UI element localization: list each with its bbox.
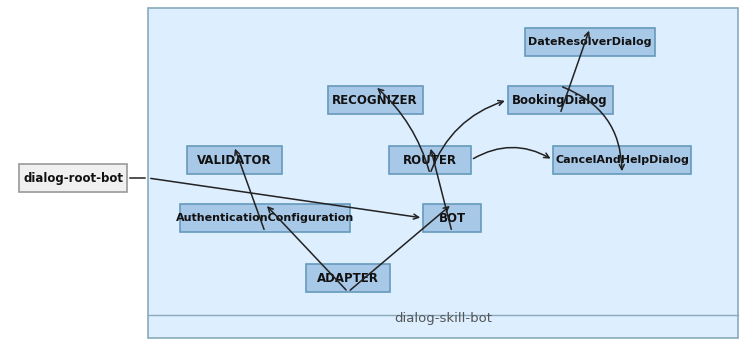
Text: BOT: BOT <box>439 212 466 225</box>
FancyBboxPatch shape <box>187 146 281 174</box>
Text: CancelAndHelpDialog: CancelAndHelpDialog <box>555 155 689 165</box>
FancyBboxPatch shape <box>389 146 471 174</box>
Text: AuthenticationConfiguration: AuthenticationConfiguration <box>176 213 354 223</box>
FancyBboxPatch shape <box>423 204 481 232</box>
FancyBboxPatch shape <box>180 204 350 232</box>
Text: ADAPTER: ADAPTER <box>317 271 379 285</box>
FancyBboxPatch shape <box>553 146 691 174</box>
FancyBboxPatch shape <box>525 28 655 56</box>
FancyBboxPatch shape <box>19 164 127 192</box>
FancyBboxPatch shape <box>508 86 613 114</box>
Text: RECOGNIZER: RECOGNIZER <box>332 93 418 107</box>
Text: DateResolverDialog: DateResolverDialog <box>528 37 652 47</box>
Text: BookingDialog: BookingDialog <box>512 93 608 107</box>
FancyBboxPatch shape <box>328 86 422 114</box>
FancyBboxPatch shape <box>306 264 390 292</box>
Text: ROUTER: ROUTER <box>403 153 457 167</box>
FancyBboxPatch shape <box>148 8 738 338</box>
Text: dialog-skill-bot: dialog-skill-bot <box>394 312 492 325</box>
Text: VALIDATOR: VALIDATOR <box>196 153 272 167</box>
Text: dialog-root-bot: dialog-root-bot <box>23 171 123 185</box>
